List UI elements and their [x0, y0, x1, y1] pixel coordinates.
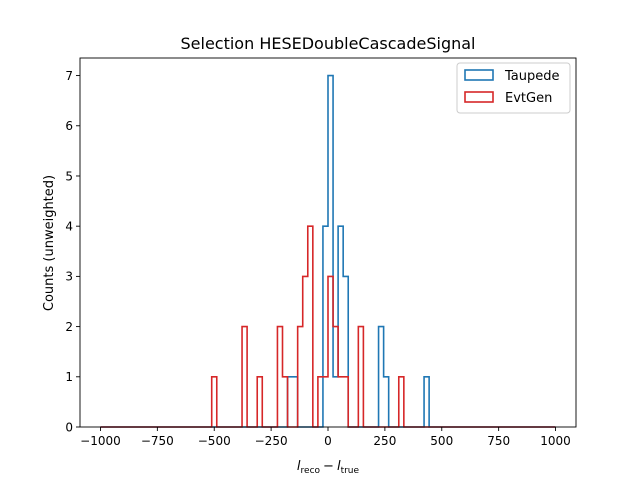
y-tick-label: 6	[65, 119, 73, 133]
x-label-subscript-1: reco	[301, 466, 321, 476]
x-label-subscript-2: true	[341, 466, 360, 476]
y-axis-label: Counts (unweighted)	[42, 175, 57, 311]
plot-area: −1000 −750 −500 −250 0 250 500 750 1000 0 1 2 3 4 5 6 7	[65, 57, 577, 448]
legend: Taupede EvtGen	[456, 62, 571, 114]
x-tick-label: −500	[198, 434, 231, 448]
x-tick-label: 500	[430, 434, 453, 448]
x-tick-label: 250	[373, 434, 396, 448]
y-tick-label: 0	[65, 420, 73, 434]
y-tick-label: 2	[65, 320, 73, 334]
y-tick-label: 7	[65, 69, 73, 83]
chart-title: Selection HESEDoubleCascadeSignal	[181, 34, 476, 53]
legend-label-evtgen: EvtGen	[505, 91, 552, 106]
y-tick-label: 4	[65, 219, 73, 233]
x-tick-label: −750	[141, 434, 174, 448]
y-tick-label: 3	[65, 270, 73, 284]
y-tick-label: 1	[65, 370, 73, 384]
x-tick-label: −1000	[80, 434, 121, 448]
x-label-symbol-1: l	[297, 459, 301, 474]
x-tick-label: −250	[255, 434, 288, 448]
x-tick-label: 750	[487, 434, 510, 448]
x-tick-label: 1000	[540, 434, 571, 448]
legend-swatch-taupede	[464, 69, 494, 81]
legend-swatch-evtgen	[464, 91, 494, 103]
x-tick-label: 0	[324, 434, 332, 448]
x-axis-label: lreco − ltrue	[297, 459, 360, 476]
x-label-symbol-2: l	[337, 459, 341, 474]
x-label-minus: −	[323, 459, 334, 474]
y-tick-label: 5	[65, 169, 73, 183]
legend-label-taupede: Taupede	[504, 69, 560, 84]
legend-box	[456, 62, 571, 114]
